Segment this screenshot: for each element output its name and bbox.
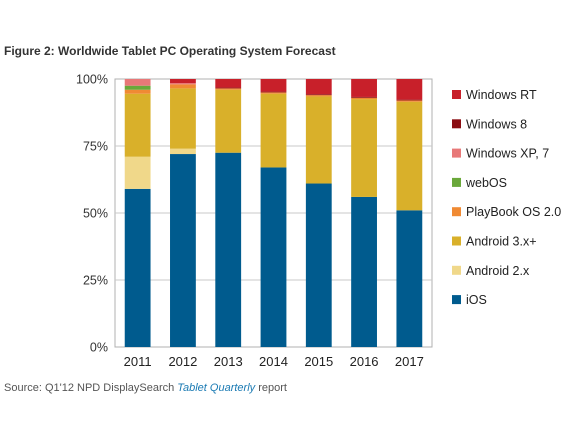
- legend-label: Android 2.x: [466, 264, 530, 278]
- legend-label: PlayBook OS 2.0: [466, 205, 561, 219]
- bar-segment: [305, 94, 332, 96]
- bar-segment: [124, 188, 151, 347]
- y-tick-label: 100%: [76, 73, 108, 87]
- legend-swatch: [452, 177, 461, 187]
- chart-title: Figure 2: Worldwide Tablet PC Operating …: [4, 44, 336, 58]
- bar-segment: [351, 97, 377, 100]
- bar-segment: [124, 156, 151, 189]
- legend-swatch: [452, 236, 461, 246]
- legend-label: webOS: [465, 176, 507, 190]
- bar-segment: [170, 83, 196, 85]
- bar-segment: [124, 89, 151, 94]
- bar-segment: [215, 79, 242, 88]
- legend-swatch: [452, 90, 461, 99]
- y-axis: 0% 25% 50% 75% 100%: [76, 73, 108, 355]
- bar-segment: [396, 79, 423, 100]
- legend-swatch: [452, 148, 461, 158]
- y-tick-label: 75%: [83, 140, 108, 154]
- x-tick-label: 2011: [124, 354, 152, 369]
- bar-segment: [396, 101, 423, 211]
- source-note: Source: Q1'12 NPD DisplaySearch Tablet Q…: [4, 382, 287, 394]
- legend-label: Windows 8: [466, 117, 527, 131]
- legend-label: Android 3.x+: [466, 235, 537, 249]
- x-tick-label: 2013: [214, 354, 243, 369]
- legend-label: iOS: [466, 293, 487, 307]
- bar-segment: [351, 99, 377, 197]
- bar-segment: [170, 148, 196, 155]
- legend-swatch: [452, 295, 461, 305]
- bar-segment: [396, 99, 423, 101]
- legend: Windows RT Windows 8 Windows XP, 7 webOS Pla…: [452, 88, 561, 307]
- y-tick-label: 0%: [90, 341, 108, 355]
- bar-segment: [215, 89, 242, 153]
- x-tick-label: 2014: [259, 354, 288, 369]
- bar-segment: [124, 93, 151, 157]
- bar-segment: [170, 79, 196, 84]
- bar-segment: [215, 87, 242, 89]
- bar-segment: [260, 167, 287, 347]
- legend-swatch: [452, 207, 461, 217]
- bar-segment: [215, 152, 242, 347]
- bar-segment: [396, 210, 423, 347]
- source-prefix: Source: Q1'12 NPD DisplaySearch: [4, 382, 178, 394]
- bar-segment: [305, 95, 332, 97]
- legend-swatch: [452, 265, 461, 275]
- bar-segment: [124, 79, 151, 86]
- bar-segment: [260, 93, 287, 168]
- source-publication: Tablet Quarterly: [177, 382, 256, 394]
- x-tick-label: 2015: [304, 354, 333, 369]
- bar-segment: [260, 79, 287, 92]
- bar-segment: [351, 79, 377, 97]
- bar-segment: [351, 196, 377, 347]
- x-tick-label: 2012: [168, 354, 197, 369]
- bar-segment: [305, 183, 332, 347]
- bars: [124, 79, 423, 347]
- bar-segment: [170, 84, 196, 89]
- bar-segment: [260, 91, 287, 93]
- bar-segment: [396, 100, 423, 102]
- x-axis: 2011 2012 2013 2014 2015 2016 2017: [124, 354, 424, 369]
- y-tick-label: 25%: [83, 274, 108, 288]
- x-tick-label: 2016: [350, 354, 379, 369]
- bar-segment: [305, 96, 332, 184]
- bar-segment: [351, 96, 377, 98]
- y-tick-label: 50%: [83, 207, 108, 221]
- legend-swatch: [452, 119, 461, 129]
- bar-segment: [124, 85, 151, 90]
- bar-segment: [170, 154, 196, 347]
- x-tick-label: 2017: [395, 354, 424, 369]
- bar-segment: [170, 88, 196, 149]
- bar-segment: [215, 88, 242, 90]
- bar-segment: [305, 79, 332, 95]
- legend-label: Windows XP, 7: [466, 147, 549, 161]
- source-suffix: report: [255, 382, 287, 394]
- bar-segment: [260, 92, 287, 94]
- legend-label: Windows RT: [466, 88, 537, 102]
